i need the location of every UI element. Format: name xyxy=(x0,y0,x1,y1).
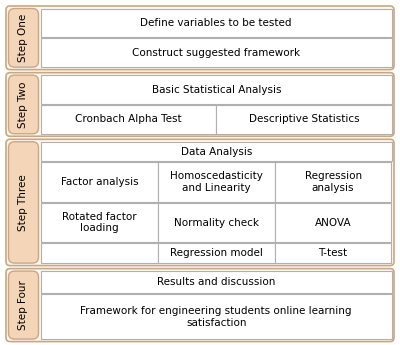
Bar xyxy=(41,75,392,104)
Bar xyxy=(41,38,392,67)
Text: Rotated factor
loading: Rotated factor loading xyxy=(62,212,137,234)
Text: Regression
analysis: Regression analysis xyxy=(304,171,362,193)
Text: Cronbach Alpha Test: Cronbach Alpha Test xyxy=(75,114,182,124)
Bar xyxy=(41,203,158,243)
Bar xyxy=(158,243,275,263)
Bar xyxy=(41,271,392,293)
Bar xyxy=(41,105,216,134)
Text: ANOVA: ANOVA xyxy=(315,218,351,228)
Text: Construct suggested framework: Construct suggested framework xyxy=(132,48,300,58)
FancyBboxPatch shape xyxy=(6,269,394,342)
Bar xyxy=(41,162,158,202)
Bar xyxy=(41,142,392,161)
FancyBboxPatch shape xyxy=(8,9,38,67)
FancyBboxPatch shape xyxy=(6,73,394,136)
FancyBboxPatch shape xyxy=(6,139,394,266)
FancyBboxPatch shape xyxy=(8,271,38,339)
FancyBboxPatch shape xyxy=(8,142,38,263)
Text: Step One: Step One xyxy=(18,14,28,62)
Text: T-test: T-test xyxy=(318,248,348,258)
Bar xyxy=(41,9,392,37)
Text: Step Three: Step Three xyxy=(18,174,28,231)
Bar xyxy=(41,294,392,339)
FancyBboxPatch shape xyxy=(6,6,394,70)
Text: Regression model: Regression model xyxy=(170,248,263,258)
Text: Factor analysis: Factor analysis xyxy=(61,177,138,187)
Bar xyxy=(158,203,275,243)
Text: Step Two: Step Two xyxy=(18,81,28,128)
Bar xyxy=(41,243,158,263)
Bar xyxy=(158,162,275,202)
Text: Homoscedasticity
and Linearity: Homoscedasticity and Linearity xyxy=(170,171,263,193)
Text: Framework for engineering students online learning
satisfaction: Framework for engineering students onlin… xyxy=(80,306,352,327)
Bar xyxy=(275,162,392,202)
Text: Results and discussion: Results and discussion xyxy=(157,277,276,287)
Text: Step Four: Step Four xyxy=(18,280,28,330)
Text: Descriptive Statistics: Descriptive Statistics xyxy=(248,114,359,124)
FancyBboxPatch shape xyxy=(8,75,38,134)
Text: Normality check: Normality check xyxy=(174,218,259,228)
Text: Define variables to be tested: Define variables to be tested xyxy=(140,18,292,28)
Bar xyxy=(275,203,392,243)
Bar xyxy=(275,243,392,263)
Text: Data Analysis: Data Analysis xyxy=(180,147,252,157)
Bar xyxy=(216,105,392,134)
Text: Basic Statistical Analysis: Basic Statistical Analysis xyxy=(152,85,281,95)
